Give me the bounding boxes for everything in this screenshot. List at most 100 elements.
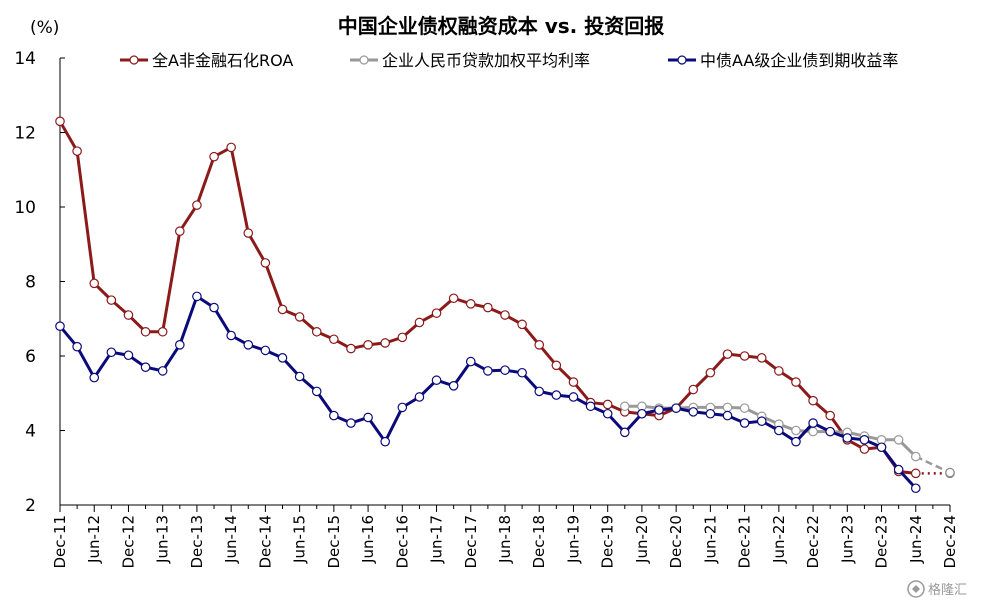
x-tick-label: Dec-24 bbox=[941, 515, 959, 569]
y-tick-label: 10 bbox=[14, 198, 36, 218]
data-point bbox=[483, 302, 493, 313]
data-point bbox=[380, 436, 390, 447]
data-point bbox=[688, 407, 699, 417]
x-tick-label: Jun-16 bbox=[359, 515, 377, 564]
data-point bbox=[910, 468, 921, 479]
data-point bbox=[551, 390, 562, 400]
data-point bbox=[739, 418, 750, 428]
x-tick-label: Dec-15 bbox=[325, 515, 343, 569]
data-point bbox=[722, 402, 733, 413]
data-point bbox=[688, 384, 699, 395]
data-point bbox=[517, 319, 527, 330]
gelonghui-logo-icon bbox=[907, 580, 925, 598]
data-point bbox=[140, 326, 151, 337]
data-point bbox=[55, 321, 65, 331]
y-tick-label: 6 bbox=[25, 347, 36, 367]
data-point bbox=[722, 410, 733, 421]
data-point bbox=[671, 403, 681, 413]
data-point bbox=[876, 442, 887, 453]
data-point bbox=[414, 317, 425, 328]
data-point bbox=[705, 367, 716, 378]
data-point bbox=[808, 418, 818, 428]
legend-marker-roa bbox=[129, 55, 139, 65]
data-point bbox=[243, 228, 254, 238]
data-point bbox=[363, 340, 373, 350]
data-point bbox=[756, 416, 767, 426]
data-point bbox=[123, 350, 134, 361]
data-point bbox=[893, 435, 904, 445]
data-point bbox=[311, 386, 322, 397]
data-point bbox=[72, 341, 82, 352]
x-tick-label: Jun-20 bbox=[633, 515, 651, 564]
data-point bbox=[123, 310, 134, 320]
data-point bbox=[311, 326, 322, 337]
data-point bbox=[534, 386, 545, 397]
data-point bbox=[808, 395, 818, 406]
data-point bbox=[346, 418, 356, 428]
data-point bbox=[209, 151, 219, 162]
data-point bbox=[808, 426, 818, 437]
series-line bbox=[58, 294, 917, 490]
data-point bbox=[89, 372, 100, 383]
x-tick-label: Jun-19 bbox=[564, 515, 582, 564]
data-point bbox=[397, 402, 408, 413]
legend-item-loan-rate: 企业人民币贷款加权平均利率 bbox=[350, 51, 590, 70]
series-0 bbox=[55, 116, 955, 479]
legend-label-bond-yield: 中债AA级企业债到期收益率 bbox=[700, 51, 898, 70]
data-point bbox=[363, 412, 373, 423]
data-point bbox=[89, 278, 100, 289]
x-tick-label: Jun-12 bbox=[85, 515, 103, 564]
y-tick-label: 8 bbox=[25, 273, 36, 293]
legend-label-roa: 全A非金融石化ROA bbox=[152, 51, 293, 70]
x-tick-label: Jun-23 bbox=[838, 515, 856, 564]
x-tick-label: Dec-22 bbox=[804, 515, 822, 569]
data-point bbox=[243, 340, 254, 350]
legend-marker-bond-yield bbox=[677, 55, 687, 65]
data-point bbox=[397, 332, 408, 343]
series-1 bbox=[620, 401, 955, 478]
legend-label-loan-rate: 企业人民币贷款加权平均利率 bbox=[382, 51, 590, 70]
data-point bbox=[756, 353, 767, 363]
data-point bbox=[568, 377, 579, 387]
data-point bbox=[602, 408, 613, 419]
axes: 2 4 6 8 10 12 14 Dec-11 Jun-12 Dec-12 Jun-13 Dec-13… bbox=[14, 49, 959, 569]
data-point bbox=[842, 433, 853, 443]
data-point bbox=[910, 451, 921, 462]
data-point bbox=[620, 427, 630, 438]
data-point bbox=[157, 366, 168, 376]
data-point bbox=[106, 295, 117, 305]
data-point bbox=[414, 392, 425, 402]
data-point bbox=[175, 226, 185, 237]
data-point bbox=[859, 444, 870, 454]
x-tick-label: Dec-23 bbox=[873, 515, 891, 569]
data-point bbox=[431, 375, 442, 386]
data-point bbox=[500, 310, 510, 320]
watermark: 格隆汇 bbox=[907, 580, 967, 598]
data-point bbox=[260, 258, 271, 268]
legend: 全A非金融石化ROA 企业人民币贷款加权平均利率 中债AA级企业债到期收益率 bbox=[120, 51, 898, 70]
series-layer bbox=[55, 116, 955, 494]
data-point bbox=[774, 425, 784, 436]
data-point bbox=[791, 425, 801, 436]
series-2 bbox=[55, 291, 921, 494]
data-point bbox=[294, 371, 305, 382]
data-point bbox=[825, 410, 835, 421]
x-tick-label: Jun-24 bbox=[907, 515, 925, 564]
data-point bbox=[157, 326, 168, 337]
data-point bbox=[192, 291, 202, 302]
x-tick-label: Dec-18 bbox=[530, 515, 548, 569]
y-tick-label: 12 bbox=[14, 124, 36, 144]
y-tick-label: 14 bbox=[14, 49, 36, 69]
data-point bbox=[380, 338, 390, 348]
x-tick-label: Jun-17 bbox=[428, 515, 446, 564]
data-point bbox=[774, 366, 784, 376]
data-point bbox=[329, 334, 339, 345]
data-point bbox=[465, 356, 476, 367]
data-point bbox=[551, 360, 562, 371]
data-point bbox=[140, 362, 151, 372]
y-tick-label: 4 bbox=[25, 422, 36, 442]
series-projection-line bbox=[915, 455, 951, 474]
data-point bbox=[294, 312, 305, 322]
x-tick-label: Jun-14 bbox=[222, 515, 240, 564]
data-point bbox=[346, 343, 356, 354]
